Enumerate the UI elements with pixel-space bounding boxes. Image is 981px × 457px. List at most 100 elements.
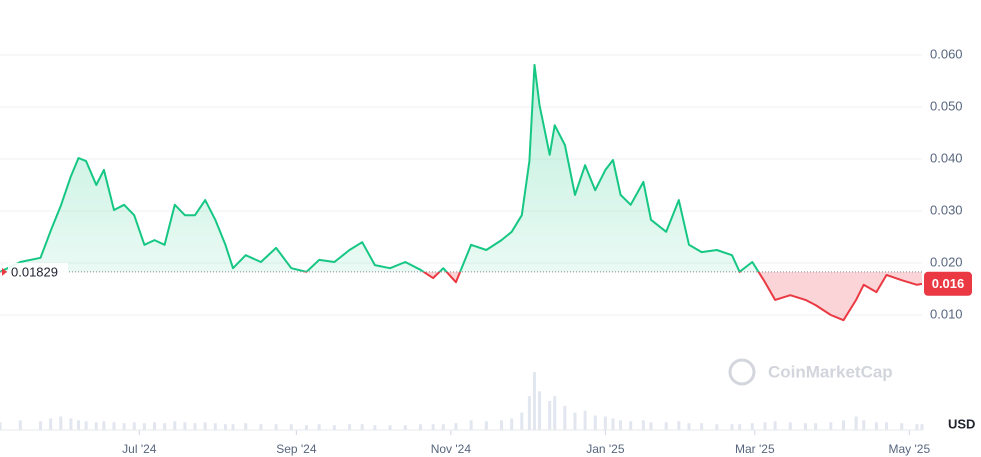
y-tick-label: 0.040 [930,150,963,165]
volume-bar [94,422,98,430]
volume-bar [163,423,167,430]
area-down [0,271,922,321]
volume-bar [304,425,308,430]
volume-bar [0,422,2,430]
volume-bar [841,420,845,430]
volume-bar [715,424,719,430]
volume-bar [641,420,645,430]
baseline-marker [2,267,7,276]
volume-bar [69,418,73,430]
volume-bar [418,424,422,430]
volume-bar [274,424,278,430]
price-line-up [0,63,760,272]
volume-bar [259,424,263,430]
currency-label: USD [948,416,975,431]
watermark: CoinMarketCap [728,358,893,386]
y-tick-label: 0.060 [930,46,963,61]
volume-bar [441,424,445,430]
volume-bar [223,424,227,430]
volume-bar [348,424,352,430]
volume-bar [153,422,157,430]
volume-bar [548,401,552,430]
x-tick-label: Jul '24 [122,442,157,456]
volume-bar [900,423,904,430]
volume-bar [317,424,321,430]
volume-bar [102,421,106,430]
volume-bar [244,423,248,430]
volume-bar [611,418,615,430]
y-tick-label: 0.030 [930,202,963,217]
baseline-label: 0.01829 [11,264,58,279]
volume-bar [469,420,473,430]
volume-bar [213,423,217,430]
volume-bar [915,424,919,430]
volume-bar [520,412,524,430]
volume-bar [332,425,336,430]
volume-bar [763,422,767,430]
area-up [0,64,759,272]
x-tick-label: Sep '24 [276,442,317,456]
volume-bar [629,421,633,430]
volume-bar [39,421,43,430]
volume-bar [173,421,177,430]
volume-bar [920,424,924,430]
last-price-label: 0.016 [932,276,965,291]
volume-bar [112,422,116,430]
y-tick-label: 0.020 [930,254,963,269]
x-tick-label: May '25 [889,442,931,456]
volume-bar [750,423,754,430]
volume-bar [773,421,777,430]
volume-bar [563,405,567,430]
volume-bar [132,422,136,430]
volume-bar [18,420,22,430]
volume-bar [527,396,531,430]
volume-bar [77,420,81,430]
volume-bar [874,422,878,430]
volume-bar [538,391,542,430]
volume-bar [193,423,197,430]
x-tick-label: Nov '24 [431,442,472,456]
volume-bar [700,423,704,430]
volume-bar [573,412,577,430]
volume-bar [603,416,607,430]
volume-bar [730,424,734,430]
volume-bar [373,425,377,430]
volume-bar [532,372,536,430]
volume-bar [484,421,488,430]
volume-bar [885,422,889,430]
volume-bar [649,422,653,430]
volume-bar [183,422,187,430]
volume-bar [122,423,126,430]
volume-bar [84,421,88,430]
y-tick-label: 0.010 [930,306,963,321]
volume-bar [203,422,207,430]
volume-bar [738,424,742,430]
volume-bar [553,396,557,430]
volume-bar [677,421,681,430]
volume-bar [403,425,407,430]
volume-bar [500,420,504,430]
volume-bar [619,420,623,430]
volume-bar [59,416,63,430]
x-tick-label: Jan '25 [586,442,625,456]
baseline-label-bg [8,262,68,281]
volume-bar [814,423,818,430]
volume-bar [289,424,293,430]
volume-bar [388,425,392,430]
price-line-down [0,271,922,322]
volume-bar [829,422,833,430]
volume-bar [664,422,668,430]
volume-bar [510,418,514,430]
volume-bar [142,423,146,430]
volume-bar [593,415,597,430]
volume-bar [788,422,792,430]
watermark-logo [728,358,756,386]
volume-bar [431,424,435,430]
volume-bar [360,424,364,430]
volume-bar [803,423,807,430]
volume-bar [231,424,235,430]
last-price-badge [924,271,972,296]
y-tick-label: 0.050 [930,98,963,113]
volume-bar [854,416,858,430]
